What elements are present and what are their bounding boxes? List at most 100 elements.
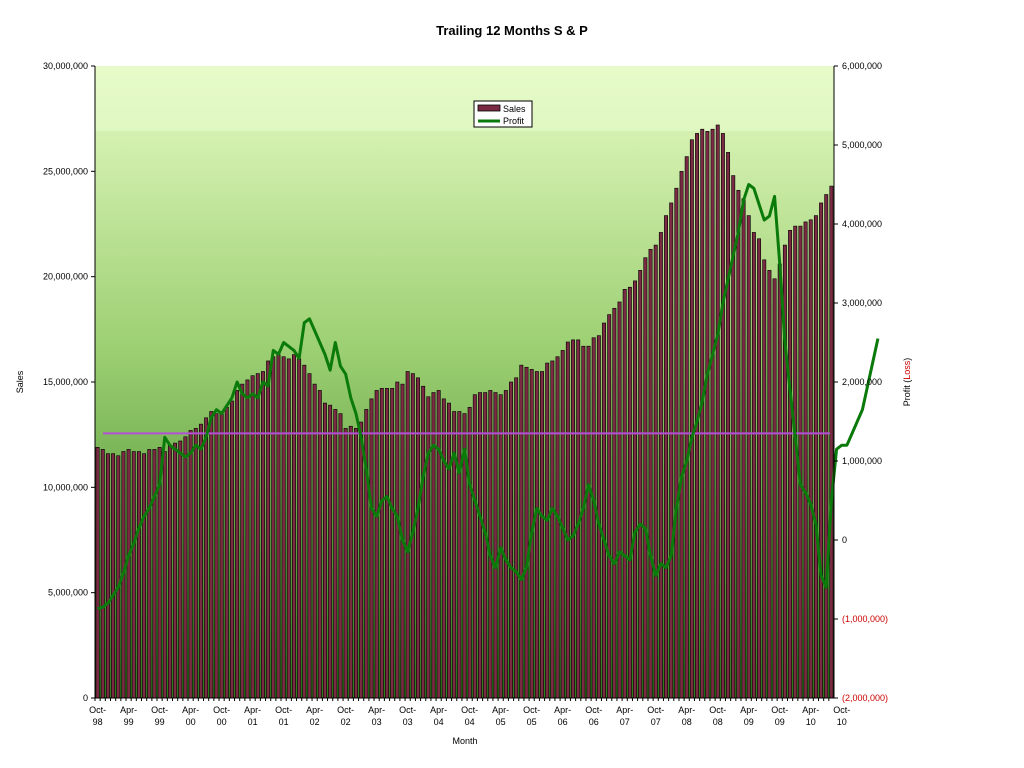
x-tick-label-month: Apr-	[802, 705, 819, 715]
x-tick-label-month: Oct-	[647, 705, 664, 715]
x-tick-label-month: Oct-	[151, 705, 168, 715]
sales-bar	[591, 337, 596, 699]
sales-bar	[260, 371, 265, 699]
sales-bar	[126, 449, 131, 699]
sales-bar	[323, 402, 327, 699]
sales-bar	[167, 444, 172, 699]
sales-bar	[643, 257, 648, 699]
x-tick-label-month: Oct-	[709, 705, 726, 715]
sales-bar	[183, 436, 188, 699]
sales-bar	[312, 383, 317, 699]
y2-axis-label: Profit (Loss)	[902, 358, 912, 407]
sales-bar	[467, 406, 472, 699]
y-tick-label: 5,000,000	[48, 588, 88, 598]
x-tick-label-year: 04	[465, 717, 475, 727]
y2-tick-label: 0	[842, 535, 847, 545]
legend: Sales Profit	[473, 100, 533, 128]
y2-axis-ticks: (2,000,000) (1,000,000) 0 1,000,000 2,000,00…	[834, 61, 888, 703]
y2-tick-label: 1,000,000	[842, 456, 882, 466]
sales-bar	[405, 371, 410, 699]
sales-bar	[550, 360, 555, 699]
sales-bar	[736, 189, 741, 699]
sales-bar	[483, 392, 488, 699]
x-tick-label-month: Apr-	[306, 705, 323, 715]
sales-bar	[431, 392, 436, 699]
sales-bar	[509, 381, 513, 699]
sales-bar	[395, 381, 400, 699]
sales-bar	[286, 358, 291, 699]
sales-bar	[586, 345, 591, 699]
y2-tick-label: 2,000,000	[842, 377, 882, 387]
sales-bar	[354, 428, 358, 699]
y2-label-loss: Loss	[902, 360, 912, 380]
sales-bar	[772, 278, 777, 699]
sales-bar	[457, 411, 462, 699]
y2-label-open: Profit (	[902, 380, 912, 407]
sales-bar	[674, 187, 679, 699]
x-tick-label-month: Oct-	[89, 705, 106, 715]
sales-bar	[669, 202, 674, 699]
sales-bar	[198, 423, 203, 699]
x-tick-label-month: Oct-	[461, 705, 478, 715]
x-tick-label-year: 00	[186, 717, 196, 727]
sales-bar	[297, 358, 302, 699]
sales-bar	[369, 398, 374, 699]
sales-bar	[720, 133, 725, 699]
sales-bar	[808, 219, 813, 699]
legend-profit-label: Profit	[503, 116, 525, 126]
sales-bar	[307, 373, 312, 699]
x-tick-label-month: Apr-	[120, 705, 137, 715]
sales-bar	[648, 248, 653, 699]
sales-bar	[689, 139, 694, 699]
sales-bar	[302, 364, 307, 699]
sales-bar	[235, 390, 240, 699]
x-tick-label-year: 03	[403, 717, 413, 727]
sales-bar	[343, 428, 348, 699]
sales-bar	[540, 371, 544, 699]
y-tick-label: 0	[83, 693, 88, 703]
sales-bar	[193, 428, 198, 699]
sales-bar	[178, 440, 183, 699]
sales-bar	[700, 128, 705, 699]
sales-bar	[762, 259, 767, 699]
sales-bar	[240, 383, 245, 699]
sales-bar	[829, 185, 834, 699]
y2-tick-label: (1,000,000)	[842, 614, 888, 624]
sales-bar	[338, 413, 343, 699]
sales-bar	[271, 356, 276, 699]
x-tick-label-month: Apr-	[616, 705, 633, 715]
sales-bar	[633, 280, 637, 699]
sales-bar	[777, 263, 782, 699]
y2-tick-label: 5,000,000	[842, 140, 882, 150]
sales-bar	[379, 388, 384, 699]
x-tick-label-month: Apr-	[430, 705, 447, 715]
sales-bar	[824, 194, 829, 699]
sales-bar	[136, 451, 141, 699]
sales-bar	[617, 301, 622, 699]
x-tick-label-year: 07	[651, 717, 661, 727]
y-tick-label: 15,000,000	[43, 377, 88, 387]
x-tick-label-month: Apr-	[368, 705, 385, 715]
sales-bar	[627, 286, 632, 699]
sales-bar	[214, 413, 219, 699]
sales-bar	[746, 215, 751, 699]
x-tick-label-month: Apr-	[492, 705, 509, 715]
x-tick-label-month: Oct-	[585, 705, 602, 715]
x-tick-label-year: 09	[744, 717, 754, 727]
sales-bar	[622, 289, 627, 699]
sales-bar	[441, 398, 446, 699]
x-tick-label-year: 02	[310, 717, 320, 727]
x-tick-label-year: 01	[279, 717, 289, 727]
sales-bar	[281, 356, 286, 699]
sales-bar	[498, 394, 503, 699]
x-tick-label-year: 08	[682, 717, 692, 727]
sales-bar	[173, 442, 178, 699]
y-tick-label: 10,000,000	[43, 482, 88, 492]
sales-bar	[255, 373, 260, 699]
x-tick-label-year: 99	[124, 717, 134, 727]
sales-bar	[219, 413, 224, 699]
sales-bar	[803, 221, 808, 699]
sales-bar	[292, 354, 296, 699]
x-tick-label-month: Apr-	[554, 705, 571, 715]
sales-bar	[581, 345, 586, 699]
